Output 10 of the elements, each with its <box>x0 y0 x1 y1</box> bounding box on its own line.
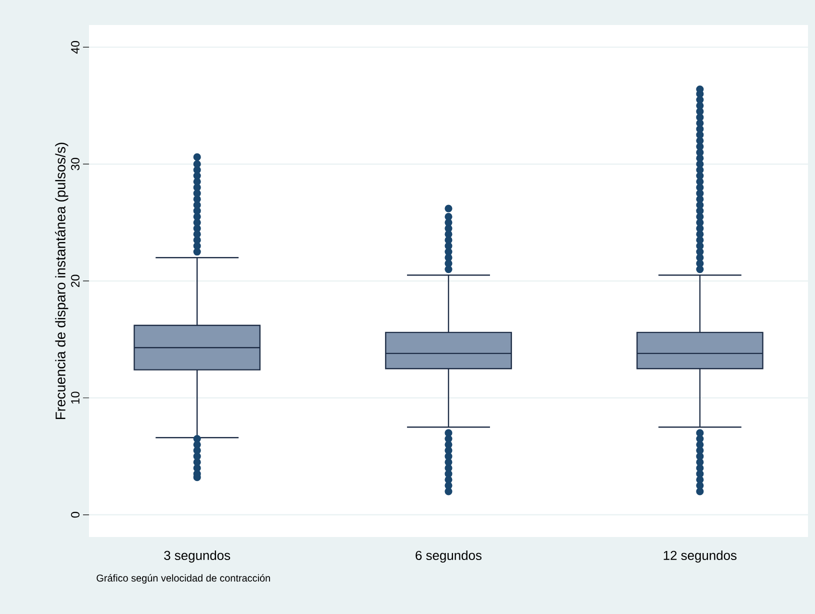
y-axis-title: Frecuencia de disparo instantánea (pulsos/s) <box>55 142 68 420</box>
x-tick-label: 6 segundos <box>416 550 482 563</box>
y-tick-label: 30 <box>71 158 80 170</box>
x-tick-label: 3 segundos <box>164 550 230 563</box>
y-tick-label: 20 <box>71 274 80 288</box>
y-tick-label: 0 <box>71 512 80 518</box>
y-tick-label: 40 <box>71 41 80 54</box>
x-tick-label: 12 segundos <box>664 550 737 563</box>
y-tick-label: 10 <box>71 392 80 404</box>
text: Gráfico según velocidad de contracción <box>96 574 270 584</box>
